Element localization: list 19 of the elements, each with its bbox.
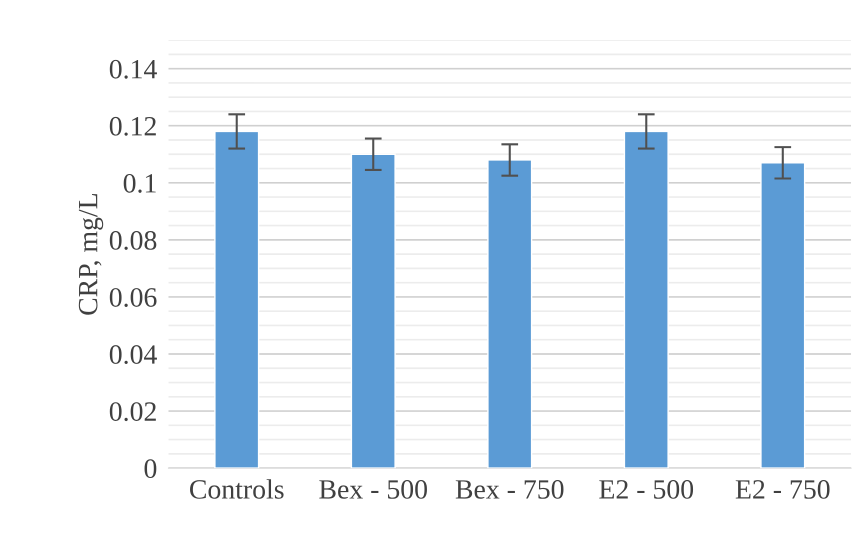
y-axis-title: CRP, mg/L: [78, 194, 104, 315]
bar: [624, 130, 669, 468]
bar: [350, 154, 396, 468]
x-tick-label: Bex - 750: [456, 480, 564, 499]
y-tick-label: 0.08: [110, 231, 156, 250]
x-tick-label: E2 - 500: [599, 480, 694, 499]
bar: [760, 162, 806, 468]
x-tick-label: Controls: [190, 479, 284, 499]
bar: [487, 159, 532, 468]
y-tick-label: 0.02: [110, 402, 156, 422]
y-tick-label: 0.14: [110, 60, 157, 79]
y-tick-label: 0.06: [110, 288, 157, 307]
y-tick-label: 0: [144, 459, 156, 478]
x-tick-label: E2 - 750: [736, 480, 830, 499]
y-tick-label: 0.04: [110, 345, 157, 364]
y-tick-label: 0.1: [124, 174, 156, 193]
bar: [214, 130, 260, 468]
x-tick-label: Bex - 500: [319, 480, 427, 499]
y-tick-label: 0.12: [110, 116, 156, 136]
